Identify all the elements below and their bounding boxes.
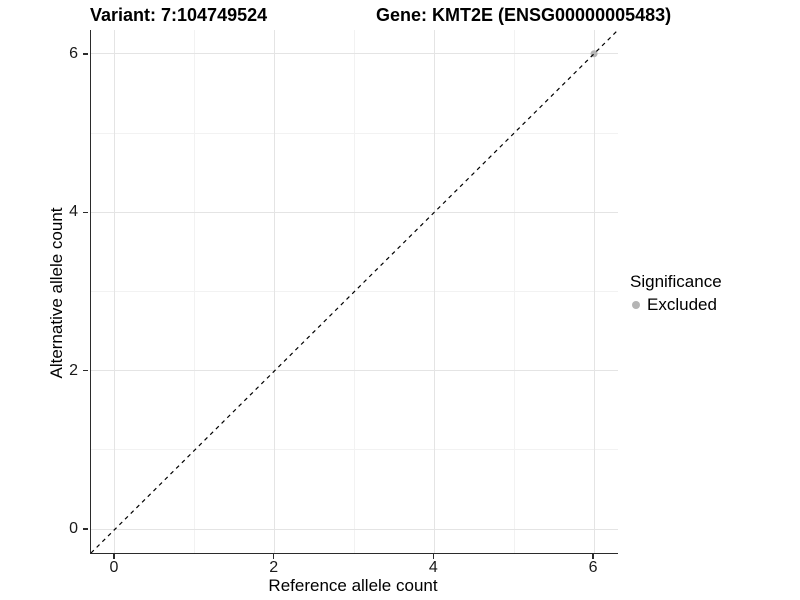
y-tick-mark bbox=[83, 211, 88, 213]
x-tick-label: 2 bbox=[269, 559, 279, 576]
identity-reference-line bbox=[90, 29, 619, 554]
x-tick-mark bbox=[432, 554, 435, 559]
x-tick-mark bbox=[592, 554, 594, 559]
legend-item: Excluded bbox=[630, 295, 722, 315]
legend-item-label: Excluded bbox=[647, 295, 717, 314]
legend-point-icon bbox=[632, 301, 640, 309]
variant-title: Variant: 7:104749524 bbox=[90, 5, 268, 25]
y-tick-label: 0 bbox=[69, 520, 78, 538]
y-tick-mark bbox=[83, 53, 88, 55]
legend-title: Significance bbox=[630, 272, 722, 291]
major-gridline-vertical bbox=[274, 30, 276, 553]
major-gridline-horizontal bbox=[91, 528, 618, 530]
gene-title: Gene: KMT2E (ENSG00000005483) bbox=[376, 5, 672, 25]
x-axis-title: Reference allele count bbox=[268, 576, 438, 595]
plot-panel bbox=[90, 29, 619, 554]
minor-gridline-horizontal bbox=[91, 132, 618, 134]
major-gridline-vertical bbox=[433, 30, 435, 553]
x-tick-label: 4 bbox=[428, 559, 438, 576]
x-tick-label: 6 bbox=[588, 559, 598, 576]
y-tick-label: 4 bbox=[69, 203, 78, 221]
major-gridline-horizontal bbox=[91, 370, 618, 372]
major-gridline-horizontal bbox=[91, 211, 618, 213]
x-tick-label: 0 bbox=[109, 559, 119, 576]
major-gridline-vertical bbox=[593, 30, 595, 553]
minor-gridline-horizontal bbox=[91, 449, 618, 451]
y-tick-mark bbox=[83, 528, 88, 530]
y-tick-label: 6 bbox=[69, 44, 78, 62]
major-gridline-horizontal bbox=[91, 53, 618, 55]
x-tick-mark bbox=[113, 554, 115, 559]
major-gridline-vertical bbox=[114, 30, 116, 553]
plot-canvas bbox=[90, 29, 619, 554]
x-tick-mark bbox=[272, 554, 275, 559]
legend: Significance Excluded bbox=[630, 271, 722, 315]
y-tick-label: 2 bbox=[69, 361, 78, 379]
y-axis-title: Alternative allele count bbox=[47, 207, 66, 379]
y-tick-mark bbox=[83, 369, 88, 372]
